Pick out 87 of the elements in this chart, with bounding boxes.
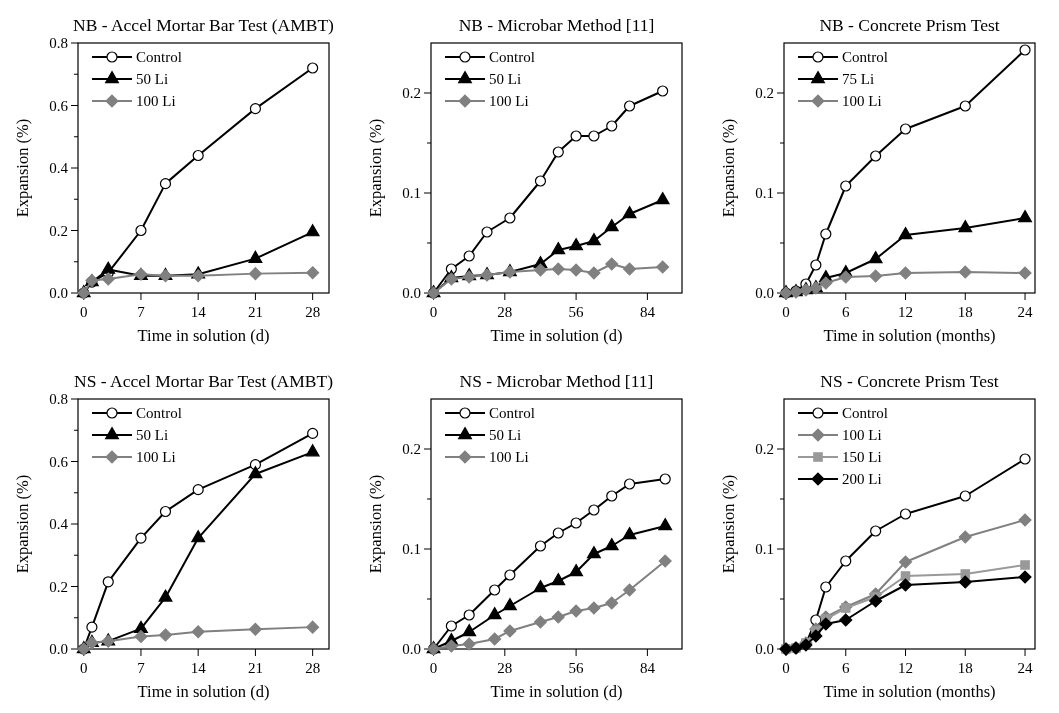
- y-tick-label: 0.8: [49, 391, 68, 408]
- x-tick-label: 0: [782, 660, 790, 676]
- x-axis-title: Time in solution (d): [490, 326, 623, 345]
- y-axis-title: Expansion (%): [719, 118, 738, 218]
- legend-label: 100 Li: [136, 93, 176, 110]
- x-tick-label: 28: [305, 304, 321, 320]
- legend-label: 50 Li: [136, 427, 169, 444]
- legend-label: Control: [489, 405, 535, 422]
- y-tick-label: 0.1: [402, 541, 421, 558]
- chart-title: NS - Concrete Prism Test: [820, 371, 999, 391]
- x-tick-label: 28: [497, 660, 513, 676]
- legend-label: 100 Li: [489, 449, 529, 466]
- y-tick-label: 0.2: [755, 441, 774, 458]
- x-tick-label: 14: [190, 660, 207, 676]
- legend-label: 200 Li: [842, 471, 882, 488]
- x-tick-label: 0: [429, 304, 438, 320]
- y-tick-label: 0.2: [402, 85, 421, 102]
- x-tick-label: 7: [137, 304, 146, 320]
- y-tick-label: 0.2: [49, 222, 68, 239]
- y-tick-label: 0.1: [755, 541, 774, 558]
- legend-label: 50 Li: [489, 71, 522, 88]
- y-axis-title: Expansion (%): [366, 118, 385, 218]
- legend-label: Control: [136, 49, 182, 66]
- y-tick-label: 0.0: [49, 641, 68, 658]
- legend-label: 100 Li: [842, 427, 882, 444]
- legend-label: 100 Li: [489, 93, 529, 110]
- x-tick-label: 6: [842, 304, 850, 320]
- y-tick-label: 0.0: [402, 641, 421, 658]
- x-tick-label: 84: [639, 304, 656, 320]
- y-tick-label: 0.0: [49, 285, 68, 302]
- y-tick-label: 0.6: [49, 97, 69, 114]
- x-tick-label: 84: [639, 660, 656, 676]
- y-tick-label: 0.0: [755, 285, 774, 302]
- x-tick-label: 21: [247, 304, 263, 320]
- y-tick-label: 0.1: [402, 185, 421, 202]
- x-tick-label: 56: [568, 304, 585, 320]
- y-tick-label: 0.0: [755, 641, 774, 658]
- x-tick-label: 0: [782, 304, 790, 320]
- y-tick-label: 0.4: [49, 160, 69, 177]
- chart-title: NB - Concrete Prism Test: [819, 15, 1000, 35]
- x-axis-title: Time in solution (d): [137, 682, 270, 701]
- x-tick-label: 14: [190, 304, 207, 320]
- y-tick-label: 0.2: [49, 578, 68, 595]
- x-tick-label: 18: [957, 660, 973, 676]
- legend-label: 50 Li: [136, 71, 169, 88]
- y-tick-label: 0.6: [49, 453, 69, 470]
- x-axis-title: Time in solution (d): [490, 682, 623, 701]
- x-tick-label: 12: [898, 660, 914, 676]
- legend-label: 150 Li: [842, 449, 882, 466]
- x-tick-label: 24: [1017, 304, 1034, 320]
- x-tick-label: 6: [842, 660, 850, 676]
- legend-label: Control: [842, 405, 888, 422]
- legend-label: Control: [489, 49, 535, 66]
- x-tick-label: 28: [497, 304, 513, 320]
- y-tick-label: 0.2: [402, 441, 421, 458]
- x-tick-label: 0: [79, 304, 88, 320]
- legend-label: 75 Li: [842, 71, 875, 88]
- y-tick-label: 0.0: [402, 285, 421, 302]
- x-tick-label: 0: [429, 660, 438, 676]
- x-tick-label: 21: [247, 660, 263, 676]
- y-axis-title: Expansion (%): [13, 118, 32, 218]
- y-tick-label: 0.8: [49, 35, 68, 52]
- y-tick-label: 0.4: [49, 516, 69, 533]
- legend-label: Control: [842, 49, 888, 66]
- legend-label: 100 Li: [136, 449, 176, 466]
- chart-title: NB - Microbar Method [11]: [458, 15, 655, 35]
- x-tick-label: 18: [957, 304, 973, 320]
- y-tick-label: 0.1: [755, 185, 774, 202]
- chart-title: NS - Accel Mortar Bar Test (AMBT): [74, 371, 334, 391]
- legend-label: Control: [136, 405, 182, 422]
- x-tick-label: 28: [305, 660, 321, 676]
- y-axis-title: Expansion (%): [366, 474, 385, 574]
- x-tick-label: 56: [568, 660, 585, 676]
- chart-title: NB - Accel Mortar Bar Test (AMBT): [73, 15, 335, 35]
- x-tick-label: 7: [137, 660, 146, 676]
- y-tick-label: 0.2: [755, 85, 774, 102]
- y-axis-title: Expansion (%): [13, 474, 32, 574]
- x-axis-title: Time in solution (d): [137, 326, 270, 345]
- x-tick-label: 0: [79, 660, 88, 676]
- y-axis-title: Expansion (%): [719, 474, 738, 574]
- x-axis-title: Time in solution (months): [823, 326, 996, 345]
- chart-title: NS - Microbar Method [11]: [459, 371, 654, 391]
- x-tick-label: 24: [1017, 660, 1034, 676]
- legend-label: 100 Li: [842, 93, 882, 110]
- x-tick-label: 12: [898, 304, 914, 320]
- legend-label: 50 Li: [489, 427, 522, 444]
- x-axis-title: Time in solution (months): [823, 682, 996, 701]
